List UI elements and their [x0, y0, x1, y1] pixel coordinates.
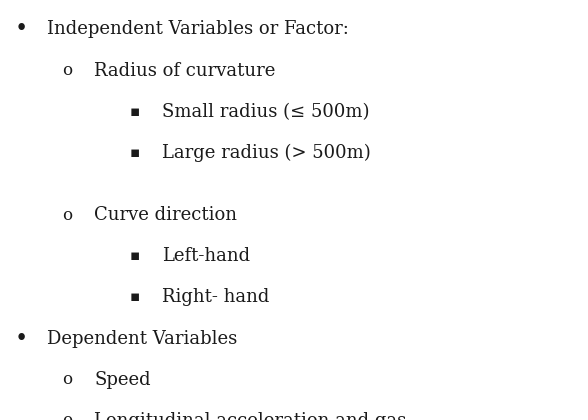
Text: Independent Variables or Factor:: Independent Variables or Factor: — [47, 21, 349, 38]
Text: ▪: ▪ — [129, 105, 140, 119]
Text: •: • — [15, 328, 28, 349]
Text: o: o — [62, 207, 72, 223]
Text: ▪: ▪ — [129, 249, 140, 263]
Text: •: • — [15, 18, 28, 40]
Text: Small radius (≤ 500m): Small radius (≤ 500m) — [162, 103, 369, 121]
Text: o: o — [62, 371, 72, 388]
Text: Curve direction: Curve direction — [94, 206, 237, 224]
Text: ▪: ▪ — [129, 290, 140, 304]
Text: o: o — [62, 412, 72, 420]
Text: o: o — [62, 62, 72, 79]
Text: Radius of curvature: Radius of curvature — [94, 62, 275, 79]
Text: ▪: ▪ — [129, 146, 140, 160]
Text: Dependent Variables: Dependent Variables — [47, 330, 238, 347]
Text: Speed: Speed — [94, 371, 151, 388]
Text: Right- hand: Right- hand — [162, 289, 269, 306]
Text: Left-hand: Left-hand — [162, 247, 250, 265]
Text: Large radius (> 500m): Large radius (> 500m) — [162, 144, 370, 162]
Text: Longitudinal acceleration and gas: Longitudinal acceleration and gas — [94, 412, 406, 420]
